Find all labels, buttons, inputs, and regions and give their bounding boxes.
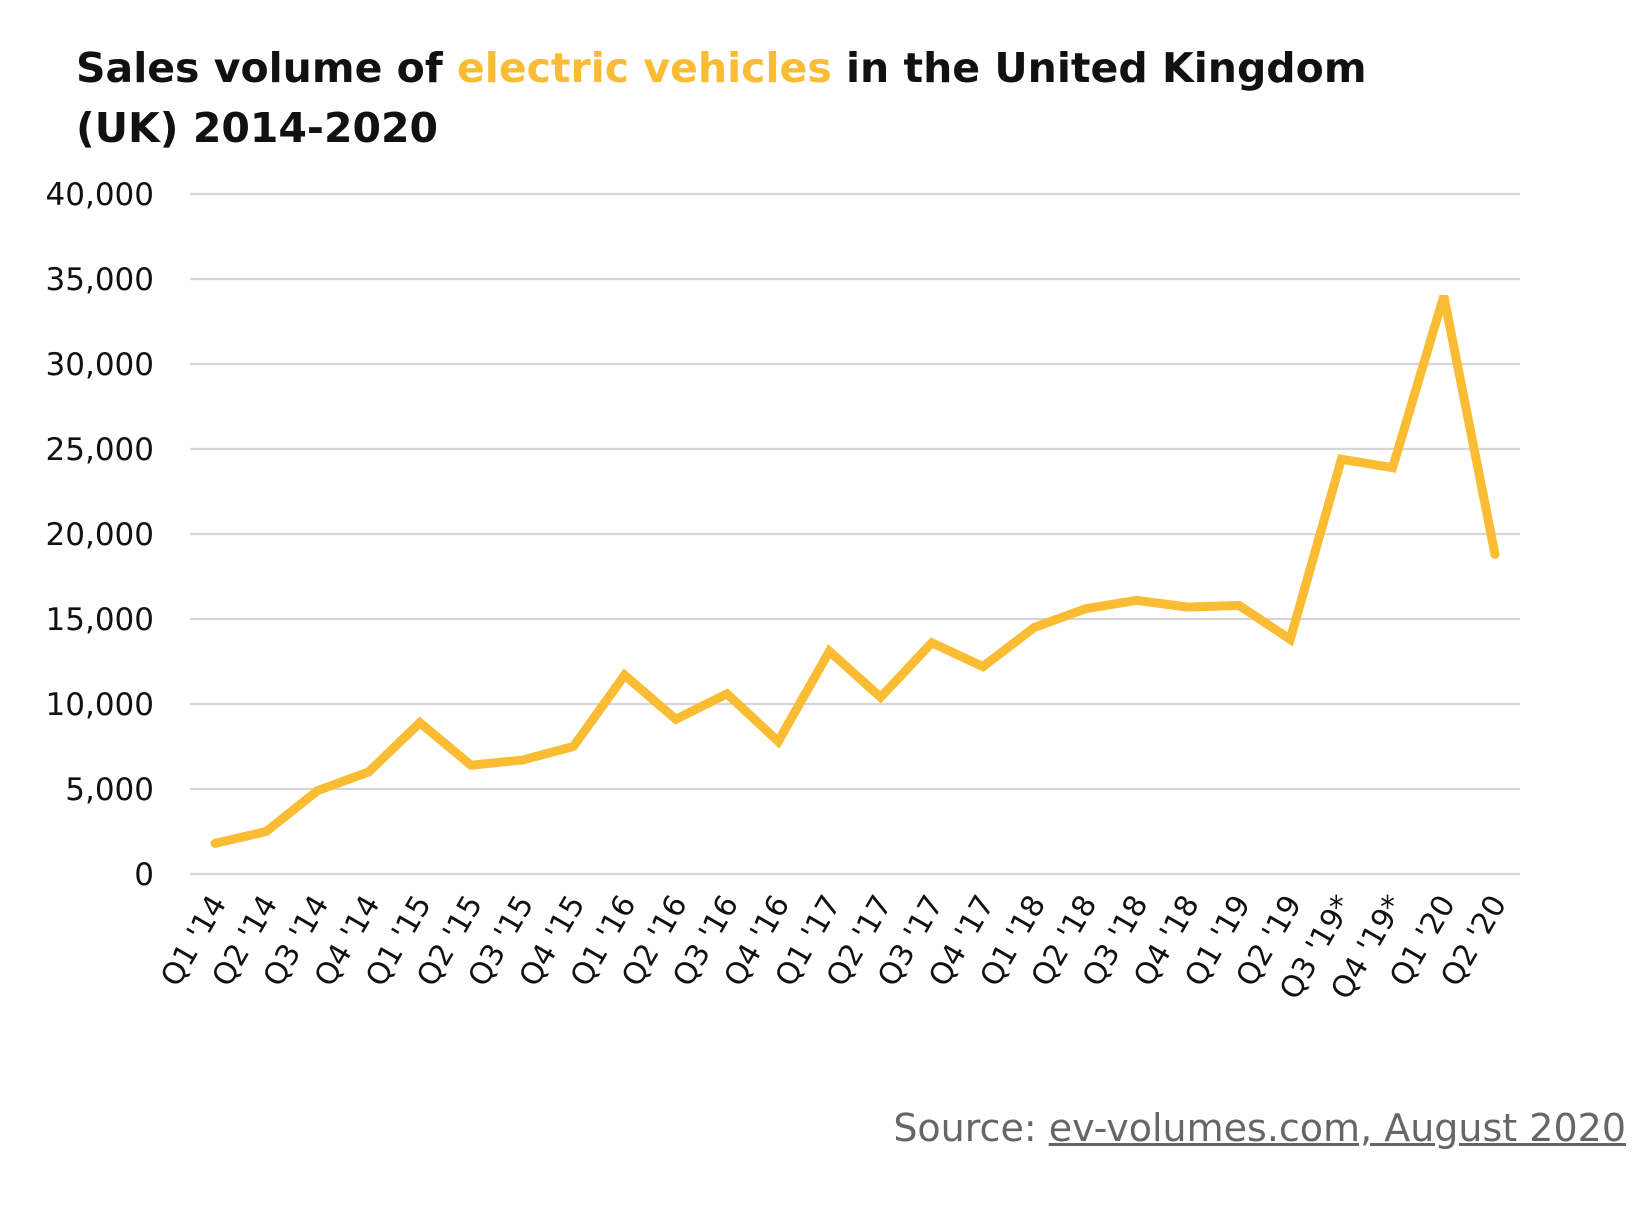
gridlines (190, 192, 1520, 876)
data-point (470, 764, 472, 766)
data-point (1136, 599, 1138, 601)
data-point (624, 674, 626, 676)
data-point (777, 740, 779, 742)
data-point (1340, 458, 1342, 460)
y-tick-label: 5,000 (65, 772, 154, 808)
data-point (521, 759, 523, 761)
y-tick-label: 20,000 (46, 517, 154, 553)
source-label: Source: (893, 1106, 1049, 1150)
y-tick-label: 30,000 (46, 347, 154, 383)
y-tick-label: 40,000 (46, 177, 154, 213)
source-note: Source: ev-volumes.com, August 2020 (893, 1106, 1626, 1150)
data-point (1238, 604, 1240, 606)
y-tick-label: 0 (134, 857, 154, 893)
data-point (1494, 553, 1496, 555)
data-point (828, 650, 830, 652)
title-part1: Sales volume of (76, 44, 457, 92)
data-point (982, 666, 984, 668)
data-point (675, 718, 677, 720)
title-part2: in the United Kingdom (831, 44, 1367, 92)
data-point (572, 746, 574, 747)
y-axis-ticks: 0 5,000 10,000 15,000 20,000 25,000 30,000 35,0… (46, 177, 154, 893)
data-point (316, 790, 318, 792)
data-point (214, 842, 216, 844)
data-point (419, 722, 421, 724)
y-tick-label: 15,000 (46, 602, 154, 638)
data-point (1084, 608, 1086, 610)
data-point (880, 696, 882, 698)
source-link[interactable]: ev-volumes.com, August 2020 (1048, 1106, 1626, 1150)
data-point (1289, 638, 1291, 640)
y-tick-label: 10,000 (46, 687, 154, 723)
y-tick-label: 35,000 (46, 262, 154, 298)
title-highlight: electric vehicles (456, 44, 832, 92)
data-point (726, 693, 728, 695)
series-layer (210, 294, 1500, 848)
data-point (931, 642, 933, 644)
data-point (265, 831, 267, 832)
chart-title: Sales volume of electric vehicles in the… (76, 38, 1576, 158)
data-point (1443, 295, 1445, 297)
data-point (1392, 467, 1394, 469)
y-tick-label: 25,000 (46, 432, 154, 468)
series-line (210, 294, 1500, 848)
data-point (1187, 606, 1189, 608)
data-point (368, 771, 370, 773)
data-point (1033, 627, 1035, 628)
title-line2: (UK) 2014-2020 (76, 104, 439, 152)
